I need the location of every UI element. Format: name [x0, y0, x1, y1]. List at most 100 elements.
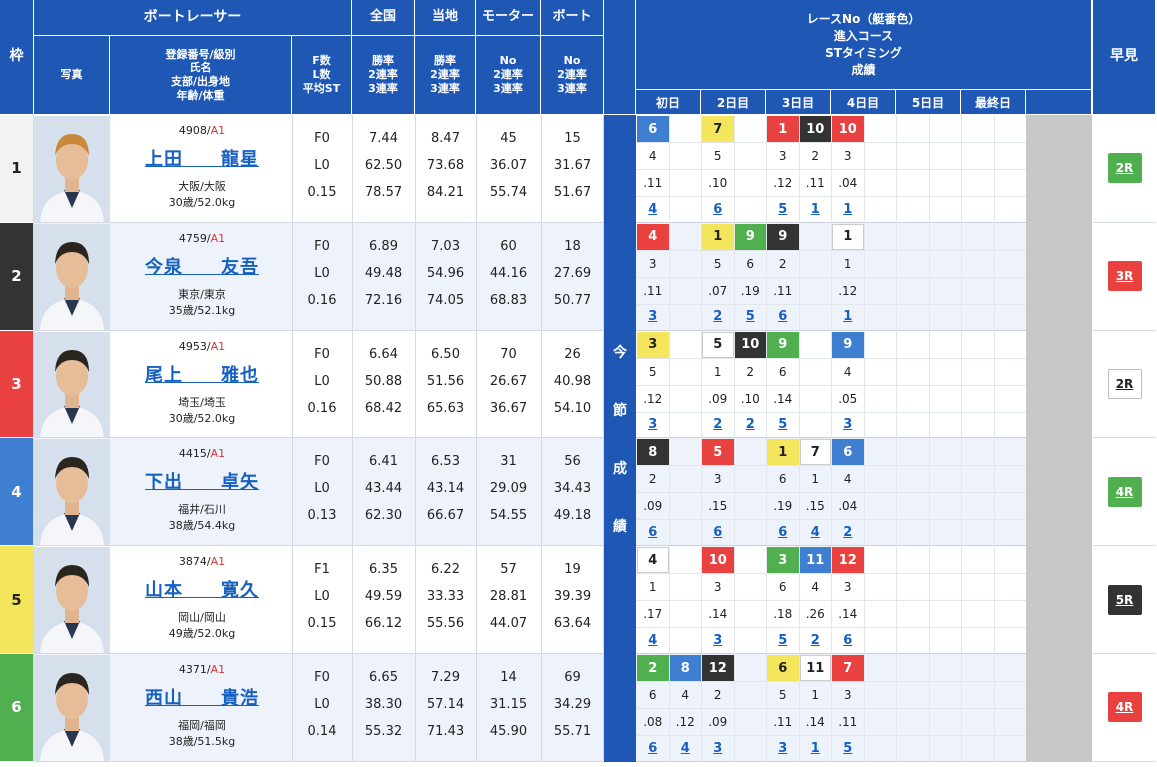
race-result-link[interactable]: 2: [843, 524, 853, 540]
race-result-link[interactable]: 5: [778, 201, 788, 217]
grid-line: [993, 330, 995, 439]
day-header-2: 2日目: [701, 90, 766, 114]
hayami-race-button[interactable]: 4R: [1107, 476, 1142, 507]
racer-name-link[interactable]: 尾上 雅也: [145, 364, 259, 386]
waku-header: 枠: [0, 0, 34, 115]
race-result-link[interactable]: 3: [713, 632, 723, 648]
race-result-link[interactable]: 3: [778, 740, 788, 756]
race-result-link[interactable]: 6: [843, 632, 853, 648]
touchi-stat-1: 6.22: [431, 562, 460, 578]
race-result-link[interactable]: 6: [713, 524, 723, 540]
race-result-link[interactable]: 5: [745, 309, 755, 325]
race-result-link[interactable]: 4: [648, 632, 658, 648]
col-divider: [541, 654, 542, 762]
hayami-cell: 2R: [1093, 330, 1156, 439]
grid-line: [863, 222, 865, 331]
grid-line: [798, 222, 800, 331]
hayami-race-button[interactable]: 2R: [1107, 153, 1142, 184]
race-result-link[interactable]: 5: [778, 632, 788, 648]
race-result-link[interactable]: 5: [843, 740, 853, 756]
race-result-link[interactable]: 4: [810, 524, 820, 540]
waku-number: 6: [0, 654, 34, 762]
race-result-link[interactable]: 1: [843, 309, 853, 325]
zenkoku-stat-2: 38.30: [364, 697, 403, 712]
racer-name-link[interactable]: 山本 寛久: [145, 580, 259, 602]
race-result-link[interactable]: 6: [778, 309, 788, 325]
touchi-stat-3: 74.05: [426, 292, 465, 308]
motor-stat-2: 28.81: [489, 589, 528, 605]
race-result-link[interactable]: 6: [648, 740, 658, 756]
col-divider: [476, 438, 477, 547]
racer-photo: [34, 547, 110, 653]
branch-birthplace: 岡山/岡山: [178, 611, 226, 625]
col-divider: [292, 546, 293, 654]
age-weight: 30歳/52.0kg: [168, 196, 236, 209]
boat-header: ボート: [541, 0, 604, 36]
race-result-link[interactable]: 2: [810, 632, 820, 648]
race-number-badge: 4: [637, 223, 669, 250]
race-result-link[interactable]: 6: [778, 524, 788, 540]
race-result-link[interactable]: 5: [778, 417, 788, 433]
grid-line: [863, 330, 865, 439]
race-result-link[interactable]: 1: [810, 201, 820, 217]
racer-name-link[interactable]: 下出 卓矢: [145, 472, 259, 494]
col-divider: [541, 438, 542, 547]
racer-name-link[interactable]: 上田 龍星: [145, 149, 259, 170]
entry-course: 5: [713, 149, 722, 163]
hayami-race-button[interactable]: 2R: [1107, 368, 1142, 399]
hayami-race-button[interactable]: 3R: [1107, 261, 1142, 292]
grid-line: [993, 654, 995, 762]
grid-line: [863, 115, 865, 223]
racer-class: A1: [210, 231, 226, 245]
race-result-link[interactable]: 6: [713, 201, 723, 217]
race-result-link[interactable]: 3: [648, 309, 658, 325]
race-result-link[interactable]: 2: [745, 417, 755, 433]
st-timing: .09: [643, 499, 663, 514]
race-result-link[interactable]: 1: [810, 740, 820, 756]
age-weight: 38歳/51.5kg: [168, 735, 236, 748]
boat-sub-header: No 2連率 3連率: [541, 36, 604, 115]
hayami-cell: 2R: [1093, 115, 1156, 223]
racer-name-link[interactable]: 西山 貴浩: [145, 688, 259, 709]
race-result-link[interactable]: 3: [713, 740, 723, 756]
race-result-link[interactable]: 2: [713, 309, 723, 325]
race-result-link[interactable]: 1: [843, 201, 853, 217]
racer-photo: [34, 439, 110, 546]
grid-line: [668, 438, 670, 547]
touchi-stat-3: 71.43: [426, 724, 465, 739]
race-number-badge: 1: [702, 223, 734, 250]
race-number-badge: 3: [767, 547, 799, 574]
race-result-link[interactable]: 2: [713, 417, 723, 433]
entry-course: 1: [843, 256, 852, 271]
race-result-link[interactable]: 4: [648, 201, 658, 217]
hayami-race-button[interactable]: 4R: [1107, 692, 1142, 723]
entry-course: 2: [648, 472, 657, 487]
race-result-link[interactable]: 3: [648, 417, 658, 433]
boat-stat-2: 27.69: [553, 265, 592, 281]
touchi-stat-2: 43.14: [426, 481, 465, 497]
grid-line: [701, 330, 702, 439]
boat-stat-3: 50.77: [553, 292, 592, 308]
zenkoku-stat-2: 62.50: [364, 158, 403, 173]
entry-course: 4: [843, 472, 852, 487]
race-result-link[interactable]: 3: [843, 417, 853, 433]
grid-line: [896, 330, 897, 439]
entry-course: 4: [811, 580, 820, 595]
reg-class: 4759/A1: [178, 231, 226, 245]
boat-stat-2: 40.98: [553, 373, 592, 389]
racer-photo: [34, 116, 110, 222]
touchi-stat-3: 84.21: [426, 185, 465, 200]
racer-name-link[interactable]: 今泉 友吾: [145, 256, 259, 278]
hayami-race-button[interactable]: 5R: [1107, 584, 1142, 615]
grid-line: [766, 330, 767, 439]
entry-course: 6: [778, 472, 787, 487]
race-result-link[interactable]: 4: [680, 740, 690, 756]
entry-course: 1: [811, 472, 820, 487]
grid-line: [766, 438, 767, 547]
race-result-link[interactable]: 6: [648, 524, 658, 540]
touchi-stat-1: 7.29: [431, 670, 460, 685]
grid-line: [798, 330, 800, 439]
grid-line: [961, 438, 962, 547]
grid-line: [863, 546, 865, 654]
st-timing: .09: [708, 391, 728, 406]
